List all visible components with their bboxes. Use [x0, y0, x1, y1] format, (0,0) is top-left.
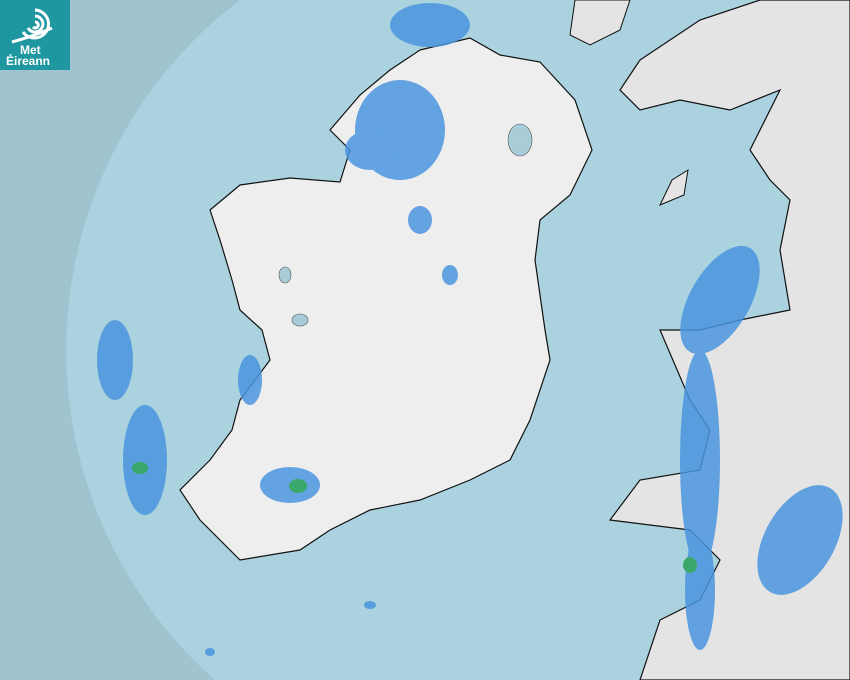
scotland-islands [569, 0, 631, 46]
logo-text-eireann: Éireann [6, 54, 51, 68]
swirl-icon [11, 8, 53, 44]
lakes [278, 123, 533, 327]
ireland-landmass [179, 37, 593, 561]
isle-of-man [658, 168, 689, 206]
rain-echoes [97, 3, 843, 656]
logo-text-met: Met [20, 43, 41, 57]
met-eireann-logo: Met Éireann [0, 0, 70, 70]
moderate-rain-echoes [132, 462, 697, 573]
